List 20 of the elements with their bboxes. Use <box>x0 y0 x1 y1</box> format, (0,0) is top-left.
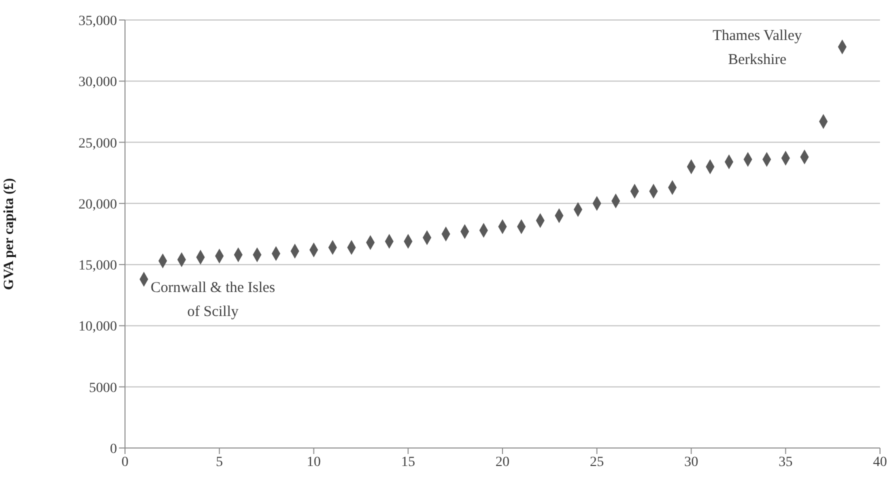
x-tick-label: 0 <box>122 454 128 470</box>
y-tick-label: 35,000 <box>78 14 117 29</box>
annotation: Cornwall & the Isles of Scilly <box>150 280 276 320</box>
y-tick-label: 5000 <box>89 380 117 396</box>
x-tick-label: 10 <box>306 454 321 470</box>
y-axis-title: GVA per capita (£) <box>2 178 17 290</box>
y-tick-label: 25,000 <box>78 136 117 152</box>
x-tick-label: 30 <box>684 454 698 470</box>
y-tick-label: 0 <box>110 442 117 457</box>
x-tick-label: 40 <box>873 454 887 470</box>
x-tick-label: 25 <box>590 454 604 470</box>
y-tick-label: 15,000 <box>78 258 117 274</box>
y-tick-label: 10,000 <box>78 320 117 335</box>
x-tick-label: 15 <box>401 454 416 470</box>
y-tick-label: 20,000 <box>78 197 117 212</box>
x-tick-label: 5 <box>216 454 223 470</box>
annotation: Thames Valley Berkshire <box>712 28 802 68</box>
x-tick-label: 20 <box>496 454 510 470</box>
y-tick-label: 30,000 <box>78 75 117 90</box>
x-tick-label: 35 <box>778 454 793 470</box>
